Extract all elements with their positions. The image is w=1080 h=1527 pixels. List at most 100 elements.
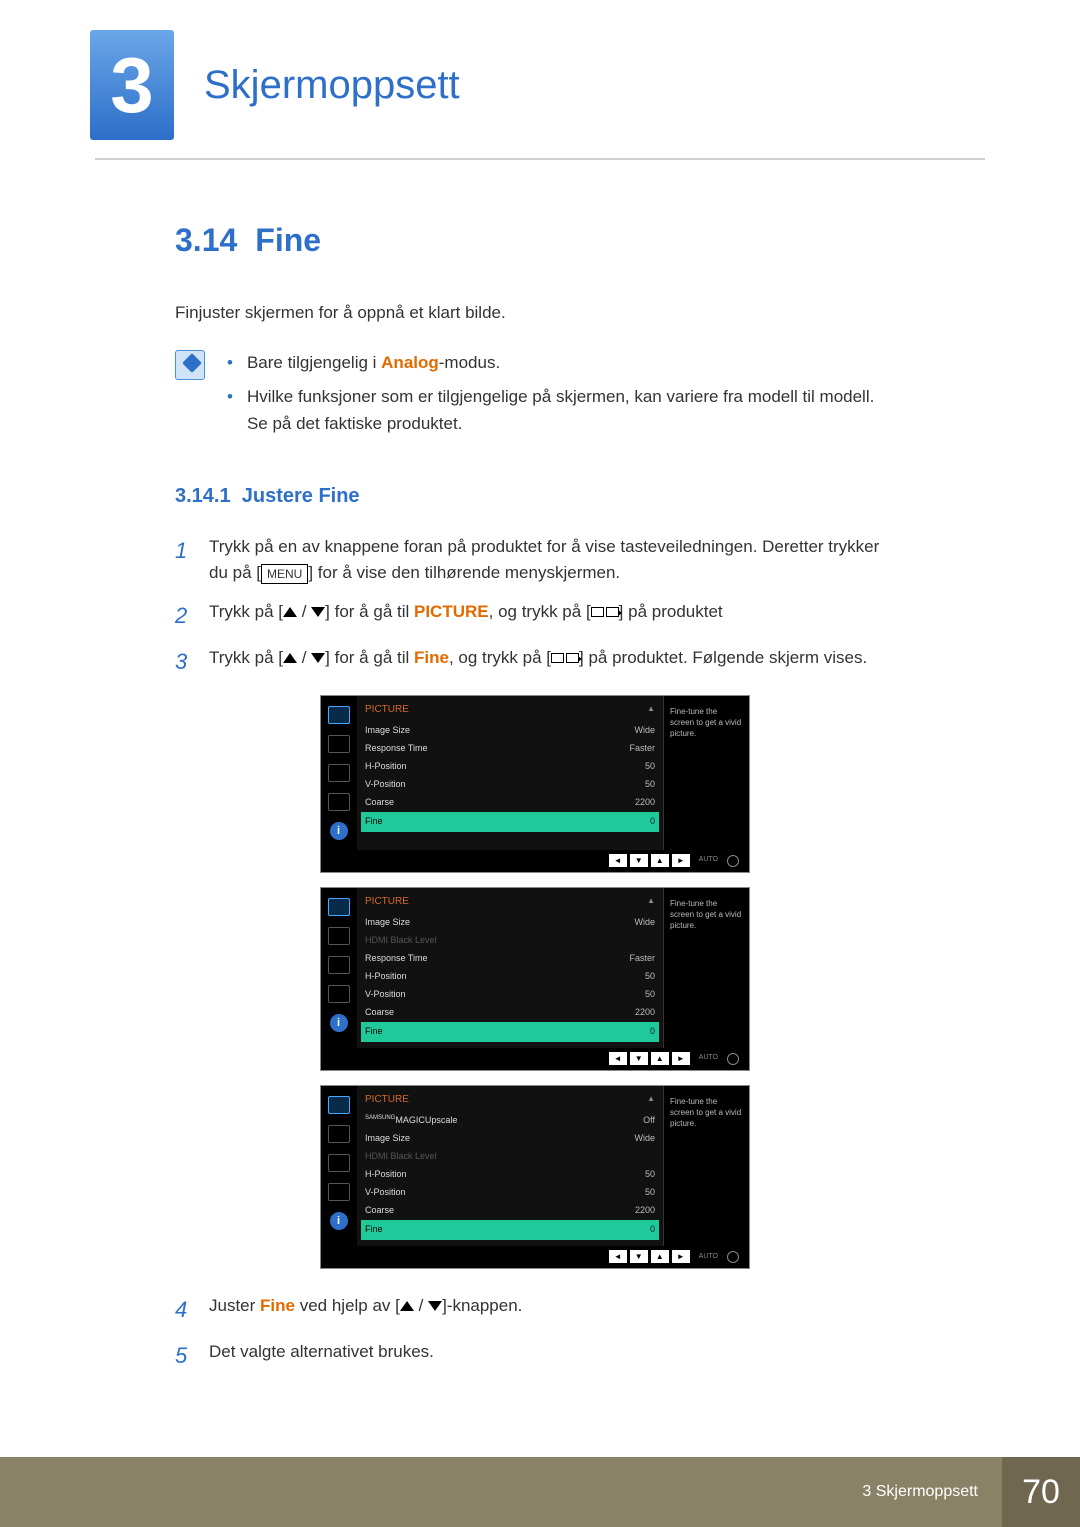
- osd-value: 0: [650, 1025, 655, 1039]
- text: ] for å gå til: [325, 602, 414, 621]
- triangle-down-icon: [428, 1301, 442, 1311]
- step-number: 4: [175, 1293, 195, 1327]
- osd-label: Response Time: [365, 742, 428, 756]
- osd-label-dim: HDMI Black Level: [365, 1150, 437, 1164]
- chapter-number-badge: 3: [90, 30, 174, 140]
- osd-sidebar: [321, 696, 357, 850]
- scroll-up-icon: ▲: [647, 1093, 655, 1105]
- text: Trykk på [: [209, 602, 283, 621]
- step-text: Juster Fine ved hjelp av [ / ]-knappen.: [209, 1293, 522, 1327]
- osd-hint: Fine-tune the screen to get a vivid pict…: [663, 888, 749, 1048]
- triangle-down-icon: [311, 653, 325, 663]
- osd-label: Coarse: [365, 1006, 394, 1020]
- fine-keyword: Fine: [414, 648, 449, 667]
- picture-tab-icon: [328, 1096, 350, 1114]
- info-tab-icon: [330, 1014, 348, 1032]
- osd-value: Faster: [629, 742, 655, 756]
- page-number: 70: [1002, 1457, 1080, 1527]
- osd-label-dim: HDMI Black Level: [365, 934, 437, 948]
- osd-hint: Fine-tune the screen to get a vivid pict…: [663, 696, 749, 850]
- picture-keyword: PICTURE: [414, 602, 489, 621]
- osd-label: Coarse: [365, 796, 394, 810]
- osd-hint: Fine-tune the screen to get a vivid pict…: [663, 1086, 749, 1246]
- osd-sidebar: [321, 888, 357, 1048]
- scroll-up-icon: ▲: [647, 703, 655, 715]
- note-icon: [175, 350, 205, 380]
- nav-right-icon: ►: [672, 1250, 690, 1263]
- osd-value: 2200: [635, 1006, 655, 1020]
- subsection-heading: 3.14.1 Justere Fine: [175, 481, 895, 512]
- info-tab-icon: [330, 822, 348, 840]
- tab-icon: [328, 985, 350, 1003]
- section-lead: Finjuster skjermen for å oppnå et klart …: [175, 300, 895, 326]
- nav-right-icon: ►: [672, 1052, 690, 1065]
- text: Trykk på [: [209, 648, 283, 667]
- section-heading: 3.14Fine: [175, 216, 895, 266]
- osd-sidebar: [321, 1086, 357, 1246]
- osd-label: V-Position: [365, 778, 406, 792]
- step-text: Det valgte alternativet brukes.: [209, 1339, 434, 1373]
- tab-icon: [328, 793, 350, 811]
- analog-keyword: Analog: [381, 353, 439, 372]
- text: ]-knappen.: [442, 1296, 522, 1315]
- nav-up-icon: ▲: [651, 1250, 669, 1263]
- osd-label-selected: Fine: [365, 1223, 383, 1237]
- osd-value: 0: [650, 815, 655, 829]
- subsection-number: 3.14.1: [175, 485, 231, 507]
- tab-icon: [328, 764, 350, 782]
- osd-value: 2200: [635, 796, 655, 810]
- osd-value: Wide: [634, 916, 655, 930]
- step-text: Trykk på [ / ] for å gå til Fine, og try…: [209, 645, 867, 679]
- power-icon: [727, 1251, 739, 1263]
- osd-value: 0: [650, 1223, 655, 1237]
- chapter-header: 3 Skjermoppsett: [0, 0, 1080, 158]
- osd-value: 2200: [635, 1204, 655, 1218]
- step-number: 2: [175, 599, 195, 633]
- text: ] for å vise den tilhørende menyskjermen…: [308, 563, 620, 582]
- text: Juster: [209, 1296, 260, 1315]
- nav-right-icon: ►: [672, 854, 690, 867]
- note-item: Bare tilgjengelig i Analog-modus.: [247, 350, 500, 376]
- divider: [95, 158, 985, 160]
- note-block: • Bare tilgjengelig i Analog-modus. • Hv…: [175, 350, 895, 445]
- osd-title: PICTURE: [365, 702, 409, 718]
- scroll-up-icon: ▲: [647, 895, 655, 907]
- note-item: Hvilke funksjoner som er tilgjengelige p…: [247, 384, 895, 437]
- tab-icon: [328, 1125, 350, 1143]
- osd-value: 50: [645, 778, 655, 792]
- triangle-up-icon: [283, 653, 297, 663]
- osd-value: 50: [645, 760, 655, 774]
- osd-value: 50: [645, 1186, 655, 1200]
- osd-label: Image Size: [365, 724, 410, 738]
- step-text: Trykk på [ / ] for å gå til PICTURE, og …: [209, 599, 723, 633]
- picture-tab-icon: [328, 898, 350, 916]
- bullet-dot: •: [227, 388, 233, 437]
- triangle-up-icon: [400, 1301, 414, 1311]
- text: , og trykk på [: [449, 648, 551, 667]
- tab-icon: [328, 1183, 350, 1201]
- text: ved hjelp av [: [295, 1296, 400, 1315]
- osd-label: H-Position: [365, 970, 407, 984]
- chapter-title: Skjermoppsett: [204, 54, 460, 116]
- footer-text: 3 Skjermoppsett: [838, 1457, 1002, 1527]
- picture-tab-icon: [328, 706, 350, 724]
- nav-auto: AUTO: [699, 855, 718, 866]
- osd-label-selected: Fine: [365, 1025, 383, 1039]
- page-footer: 3 Skjermoppsett 70: [0, 1457, 1080, 1527]
- osd-label-selected: Fine: [365, 815, 383, 829]
- triangle-down-icon: [311, 607, 325, 617]
- power-icon: [727, 1053, 739, 1065]
- section-title: Fine: [255, 222, 321, 258]
- step-number: 5: [175, 1339, 195, 1373]
- subsection-title: Justere Fine: [242, 485, 360, 507]
- osd-title: PICTURE: [365, 1092, 409, 1108]
- osd-label: V-Position: [365, 1186, 406, 1200]
- osd-value: 50: [645, 970, 655, 984]
- nav-up-icon: ▲: [651, 854, 669, 867]
- osd-nav-bar: ◄ ▼ ▲ ► AUTO: [321, 850, 749, 872]
- enter-icon: [591, 607, 619, 617]
- osd-label: Image Size: [365, 916, 410, 930]
- osd-label: H-Position: [365, 760, 407, 774]
- text: ] på produktet: [619, 602, 723, 621]
- osd-label: Image Size: [365, 1132, 410, 1146]
